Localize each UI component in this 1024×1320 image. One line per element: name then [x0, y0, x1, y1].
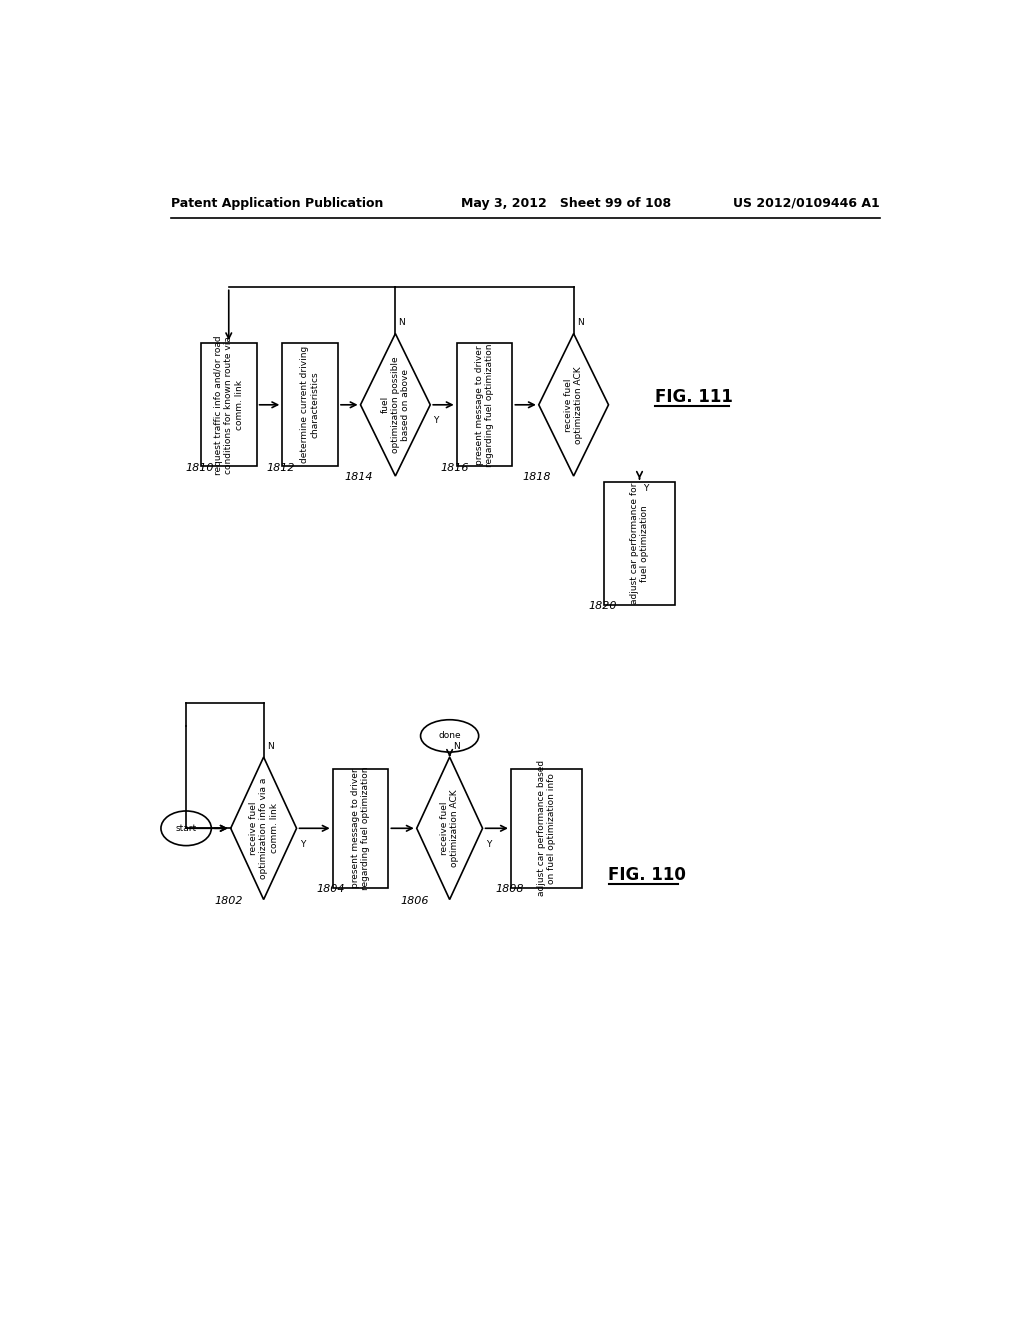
Text: US 2012/0109446 A1: US 2012/0109446 A1: [733, 197, 880, 210]
Text: adjust car performance based
on fuel optimization info: adjust car performance based on fuel opt…: [537, 760, 556, 896]
Text: N: N: [398, 318, 406, 327]
Text: 1814: 1814: [345, 473, 373, 482]
Text: Y: Y: [300, 840, 305, 849]
Text: Y: Y: [485, 840, 492, 849]
Bar: [604, 482, 675, 605]
Text: 1812: 1812: [266, 462, 295, 473]
Text: receive fuel
optimization ACK: receive fuel optimization ACK: [440, 789, 460, 867]
Text: Y: Y: [643, 483, 648, 492]
Text: receive fuel
optimization ACK: receive fuel optimization ACK: [564, 366, 584, 444]
Text: FIG. 110: FIG. 110: [608, 866, 686, 883]
Bar: [457, 343, 512, 466]
Text: start: start: [175, 824, 197, 833]
Text: 1816: 1816: [440, 462, 469, 473]
Bar: [201, 343, 257, 466]
Text: 1808: 1808: [495, 884, 523, 894]
Bar: [283, 343, 338, 466]
Text: 1820: 1820: [588, 601, 616, 611]
Text: determine current driving
characteristics: determine current driving characteristic…: [300, 346, 319, 463]
Text: fuel
optimization possible
based on above: fuel optimization possible based on abov…: [381, 356, 411, 453]
Text: N: N: [266, 742, 273, 751]
Text: Y: Y: [433, 416, 438, 425]
Text: request traffic info and/or road
conditions for known route via
comm. link: request traffic info and/or road conditi…: [214, 335, 244, 475]
Bar: [333, 768, 388, 888]
Text: May 3, 2012   Sheet 99 of 108: May 3, 2012 Sheet 99 of 108: [461, 197, 672, 210]
Text: present message to driver
regarding fuel optimization: present message to driver regarding fuel…: [475, 343, 495, 466]
Text: 1810: 1810: [185, 462, 214, 473]
Text: 1818: 1818: [523, 473, 552, 482]
Text: receive fuel
optimization info via a
comm. link: receive fuel optimization info via a com…: [249, 777, 279, 879]
Text: N: N: [453, 742, 460, 751]
Text: N: N: [577, 318, 584, 327]
Text: Patent Application Publication: Patent Application Publication: [171, 197, 383, 210]
Bar: [511, 768, 583, 888]
Text: 1802: 1802: [215, 896, 244, 906]
Text: adjust car performance for
fuel optimization: adjust car performance for fuel optimiza…: [630, 483, 649, 605]
Text: 1804: 1804: [316, 884, 345, 894]
Text: 1806: 1806: [400, 896, 429, 906]
Text: present message to driver
regarding fuel optimization: present message to driver regarding fuel…: [351, 767, 371, 890]
Text: done: done: [438, 731, 461, 741]
Text: FIG. 111: FIG. 111: [655, 388, 733, 407]
